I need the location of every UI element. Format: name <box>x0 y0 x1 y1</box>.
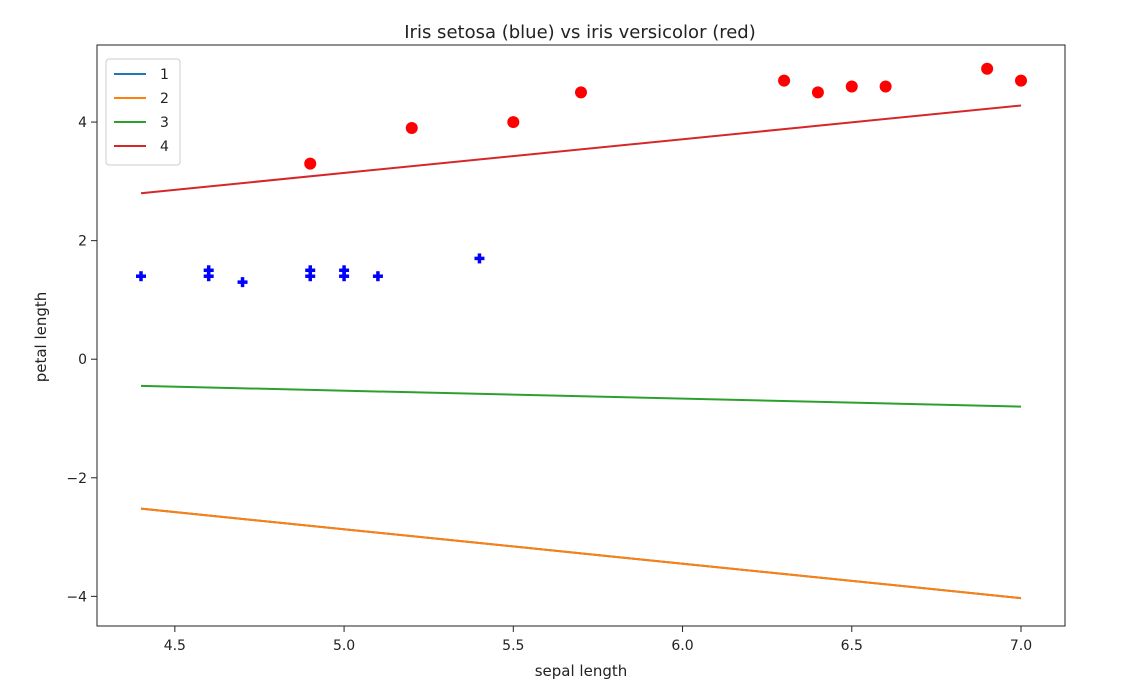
x-tick-label: 5.0 <box>333 638 355 654</box>
x-tick-label: 4.5 <box>164 638 186 654</box>
y-tick-label: 2 <box>78 234 87 250</box>
y-axis-label: petal length <box>32 292 50 383</box>
series-line-3 <box>140 384 1022 408</box>
y-tick-label: −2 <box>66 471 87 487</box>
scatter-point <box>372 271 383 282</box>
scatter-point <box>203 265 214 276</box>
y-tick-label: −4 <box>66 589 87 605</box>
legend-box <box>105 58 181 166</box>
y-tick-label: 4 <box>78 115 87 131</box>
scatter-point <box>339 265 350 276</box>
scatter-point <box>474 253 485 264</box>
y-tick-label: 0 <box>78 352 87 368</box>
x-axis-label: sepal length <box>535 662 628 680</box>
scatter-point <box>575 86 587 99</box>
scatter-point <box>237 277 248 288</box>
chart-title: Iris setosa (blue) vs iris versicolor (r… <box>404 22 756 43</box>
scatter-point <box>305 265 316 276</box>
series-line-4 <box>140 104 1022 195</box>
plot-frame <box>96 44 1066 627</box>
x-tick-label: 7.0 <box>1010 638 1032 654</box>
legend: 1 2 3 4 <box>105 58 181 166</box>
scatter-point <box>778 74 791 87</box>
legend-label: 2 <box>160 91 169 107</box>
x-tick-label: 6.5 <box>841 638 863 654</box>
legend-label: 3 <box>160 115 169 131</box>
scatter-point <box>1015 74 1027 87</box>
scatter-point <box>136 271 146 282</box>
scatter-point <box>304 157 317 170</box>
plot-area <box>136 62 1027 600</box>
series-line-2 <box>140 507 1022 600</box>
scatter-point <box>507 116 520 129</box>
x-tick-label: 6.0 <box>671 638 693 654</box>
axis-ticks: 4.5 5.0 5.5 6.0 6.5 7.0 −4 −2 0 2 4 <box>66 115 1032 654</box>
scatter-point <box>981 62 994 75</box>
scatter-point <box>845 80 858 93</box>
legend-label: 4 <box>160 139 169 155</box>
scatter-point <box>811 86 824 99</box>
legend-label: 1 <box>160 67 169 83</box>
scatter-point <box>405 122 418 134</box>
scatter-point <box>879 80 892 93</box>
x-tick-label: 5.5 <box>502 638 524 654</box>
